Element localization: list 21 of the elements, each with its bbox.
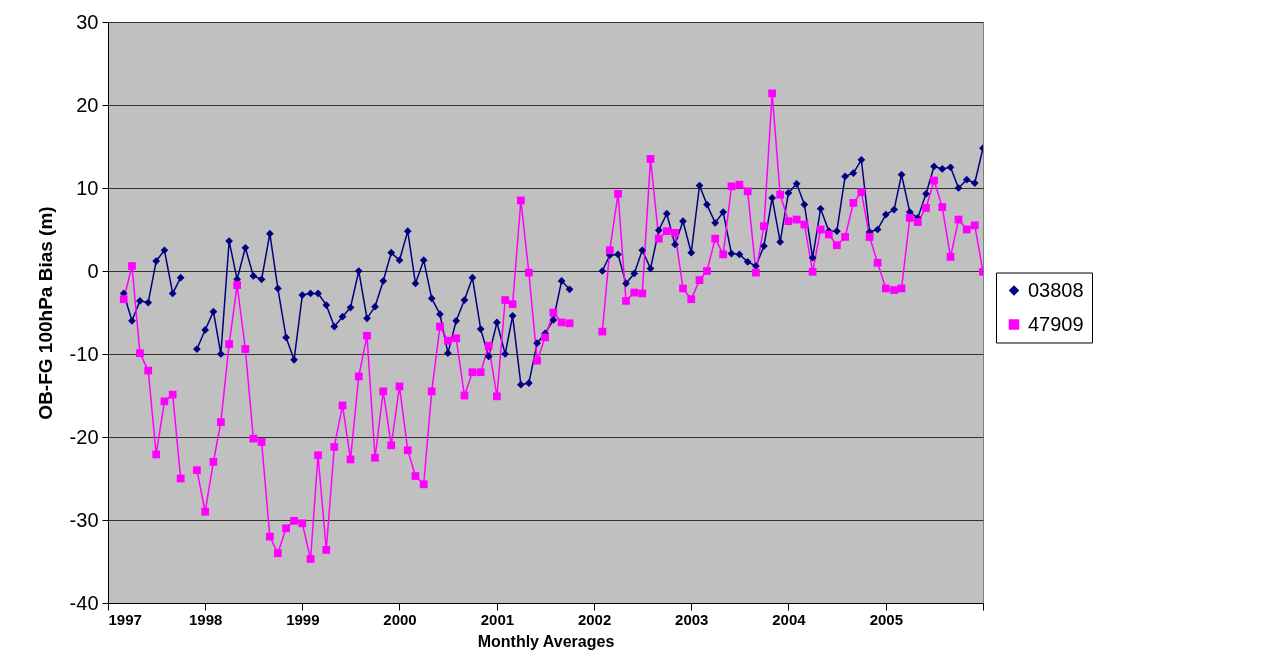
x-tick-label: 1999: [286, 610, 320, 628]
y-tick-label: 10: [76, 176, 99, 199]
x-tick-label: 2004: [772, 610, 807, 628]
x-tick-label: 2001: [480, 610, 515, 628]
y-axis-title: OB-FG 100hPa Bias (m): [34, 206, 56, 420]
legend-label: 03808: [1028, 278, 1084, 301]
y-tick-label: -30: [69, 508, 99, 531]
x-tick-label: 2003: [675, 610, 709, 628]
x-tick-label: 2005: [869, 610, 904, 628]
x-tick-label: 2000: [383, 610, 417, 628]
legend-label: 47909: [1028, 312, 1084, 335]
y-tick-label: -40: [69, 591, 99, 614]
x-tick-label: 2002: [577, 610, 612, 628]
y-tick-label: -10: [69, 342, 99, 365]
y-tick-label: 20: [76, 93, 99, 116]
x-tick-label: 1997: [108, 610, 142, 628]
y-tick-label: 0: [87, 259, 99, 282]
x-axis-title: Monthly Averages: [477, 632, 615, 650]
y-tick-label: 30: [76, 10, 99, 33]
y-tick-label: -20: [69, 425, 99, 448]
x-tick-label: 1998: [188, 610, 223, 628]
